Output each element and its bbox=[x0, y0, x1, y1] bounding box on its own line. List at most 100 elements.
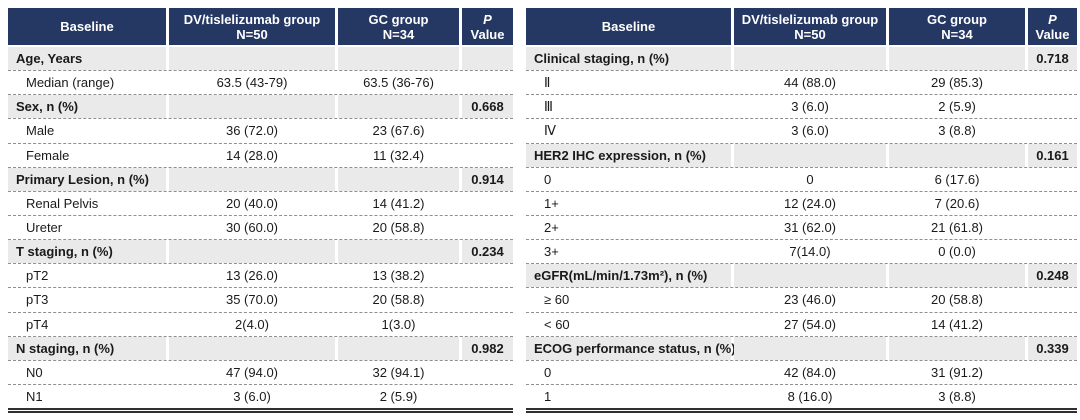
dv-group-value bbox=[169, 167, 335, 191]
p-value: 0.339 bbox=[1028, 336, 1077, 360]
dv-group-value: 47 (94.0) bbox=[225, 364, 279, 380]
p-value bbox=[462, 361, 513, 384]
dv-group-value: 3 (6.0) bbox=[791, 123, 829, 139]
table-section-row: N staging, n (%) 0.982 bbox=[8, 336, 513, 361]
table-section-row: Age, Years bbox=[8, 47, 513, 72]
p-value bbox=[1028, 288, 1077, 311]
row-label: ECOG performance status, n (%) bbox=[526, 336, 736, 360]
table-data-row: ≥ 60 23 (46.0) 20 (58.8) bbox=[526, 288, 1077, 313]
gc-group-value: 14 (41.2) bbox=[372, 195, 425, 211]
table-data-row: 0 0 6 (17.6) bbox=[526, 168, 1077, 192]
column-header-label: P bbox=[1048, 11, 1057, 27]
table-data-row: pT3 35 (70.0) 20 (58.8) bbox=[8, 288, 513, 313]
dv-group-value bbox=[169, 240, 335, 264]
row-label: Ⅲ bbox=[544, 98, 553, 114]
p-value bbox=[1028, 95, 1077, 118]
dv-group-value: 2(4.0) bbox=[235, 316, 269, 332]
gc-group-value: 29 (85.3) bbox=[930, 75, 984, 91]
dv-group-value: 36 (72.0) bbox=[225, 123, 279, 139]
dv-group-value bbox=[169, 336, 335, 360]
baseline-demographics-table: Baseline DV/tislelizumab group N=50 GC grou… bbox=[8, 8, 513, 413]
table-data-row: 1 8 (16.0) 3 (8.8) bbox=[526, 385, 1077, 408]
p-value bbox=[462, 313, 513, 336]
column-header-cell: GC group N=34 bbox=[889, 8, 1025, 45]
gc-group-value bbox=[338, 47, 459, 71]
gc-group-value bbox=[338, 336, 459, 360]
p-value bbox=[462, 144, 513, 167]
row-label: 2+ bbox=[544, 220, 559, 236]
column-header-cell: P Value bbox=[462, 8, 513, 45]
row-label: Renal Pelvis bbox=[26, 195, 99, 211]
gc-group-value bbox=[338, 95, 459, 119]
column-header-cell: DV/tislelizumab group N=50 bbox=[734, 8, 886, 45]
p-value: 0.982 bbox=[462, 336, 513, 360]
table-section-row: Primary Lesion, n (%) 0.914 bbox=[8, 167, 513, 192]
gc-group-value: 21 (61.8) bbox=[930, 220, 984, 236]
dv-group-value bbox=[169, 47, 335, 71]
row-label: N staging, n (%) bbox=[8, 336, 166, 360]
column-header-label: GC group bbox=[927, 11, 987, 27]
dv-group-value: 0 bbox=[806, 171, 814, 187]
row-label: Sex, n (%) bbox=[8, 95, 166, 119]
p-value: 0.248 bbox=[1028, 264, 1077, 288]
table-header-row: Baseline DV/tislelizumab group N=50 GC grou… bbox=[8, 8, 513, 45]
table-data-row: Ⅳ 3 (6.0) 3 (8.8) bbox=[526, 119, 1077, 144]
table-data-row: Ureter 30 (60.0) 20 (58.8) bbox=[8, 216, 513, 241]
dv-group-value: 63.5 (43-79) bbox=[216, 75, 288, 91]
gc-group-value bbox=[889, 264, 1025, 288]
row-label: Ureter bbox=[26, 220, 63, 236]
gc-group-value: 2 (5.9) bbox=[379, 389, 418, 405]
column-header-subline: Value bbox=[1035, 26, 1070, 42]
p-value bbox=[1028, 71, 1077, 94]
row-label: N1 bbox=[26, 389, 43, 405]
table-section-row: Sex, n (%) 0.668 bbox=[8, 95, 513, 120]
table-data-row: 1+ 12 (24.0) 7 (20.6) bbox=[526, 192, 1077, 216]
row-label: 3+ bbox=[544, 244, 559, 260]
row-label: N0 bbox=[26, 364, 43, 380]
dv-group-value: 14 (28.0) bbox=[225, 147, 279, 163]
dv-group-value: 8 (16.0) bbox=[787, 389, 833, 405]
gc-group-value bbox=[889, 47, 1025, 71]
dv-group-value bbox=[169, 95, 335, 119]
table-data-row: Male 36 (72.0) 23 (67.6) bbox=[8, 119, 513, 144]
dv-group-value bbox=[734, 143, 886, 167]
table-body: Clinical staging, n (%) 0.718 Ⅱ 44 (88.0) 29… bbox=[526, 47, 1077, 408]
p-value bbox=[462, 385, 513, 408]
table-body: Age, Years Median (range) 63.5 (43-79) 63.5… bbox=[8, 47, 513, 408]
column-header-cell: Baseline bbox=[8, 8, 166, 45]
p-value bbox=[1028, 361, 1077, 384]
p-value bbox=[1028, 385, 1077, 408]
dv-group-value: 7(14.0) bbox=[789, 244, 831, 260]
table-data-row: < 60 27 (54.0) 14 (41.2) bbox=[526, 313, 1077, 337]
table-section-row: HER2 IHC expression, n (%) 0.161 bbox=[526, 143, 1077, 168]
table-section-row: eGFR(mL/min/1.73m²), n (%) 0.248 bbox=[526, 264, 1077, 289]
p-value bbox=[462, 288, 513, 311]
p-value: 0.668 bbox=[462, 95, 513, 119]
p-value bbox=[1028, 240, 1077, 263]
row-label: Median (range) bbox=[26, 75, 115, 91]
table-header-row: Baseline DV/tislelizumab group N=50 GC grou… bbox=[526, 8, 1077, 45]
column-header-subline: N=50 bbox=[794, 26, 826, 42]
table-data-row: Median (range) 63.5 (43-79) 63.5 (36-76) bbox=[8, 71, 513, 96]
gc-group-value bbox=[338, 167, 459, 191]
column-header-label: P bbox=[483, 11, 492, 27]
dv-group-value: 44 (88.0) bbox=[783, 75, 837, 91]
table-data-row: Female 14 (28.0) 11 (32.4) bbox=[8, 144, 513, 168]
dv-group-value: 20 (40.0) bbox=[225, 195, 279, 211]
dv-group-value: 35 (70.0) bbox=[225, 292, 279, 308]
table-data-row: Ⅱ 44 (88.0) 29 (85.3) bbox=[526, 71, 1077, 96]
column-header-subline: Value bbox=[470, 26, 505, 42]
row-label: 0 bbox=[544, 171, 552, 187]
gc-group-value: 20 (58.8) bbox=[372, 220, 425, 236]
column-header-label: Baseline bbox=[601, 19, 656, 34]
table-data-row: 3+ 7(14.0) 0 (0.0) bbox=[526, 240, 1077, 265]
row-label: Primary Lesion, n (%) bbox=[8, 167, 166, 191]
table-data-row: pT4 2(4.0) 1(3.0) bbox=[8, 313, 513, 337]
gc-group-value: 14 (41.2) bbox=[930, 316, 984, 332]
table-data-row: Renal Pelvis 20 (40.0) 14 (41.2) bbox=[8, 192, 513, 216]
column-header-cell: GC group N=34 bbox=[338, 8, 459, 45]
dv-group-value: 3 (6.0) bbox=[791, 99, 829, 115]
dv-group-value: 13 (26.0) bbox=[225, 268, 279, 284]
dv-group-value: 31 (62.0) bbox=[783, 220, 837, 236]
